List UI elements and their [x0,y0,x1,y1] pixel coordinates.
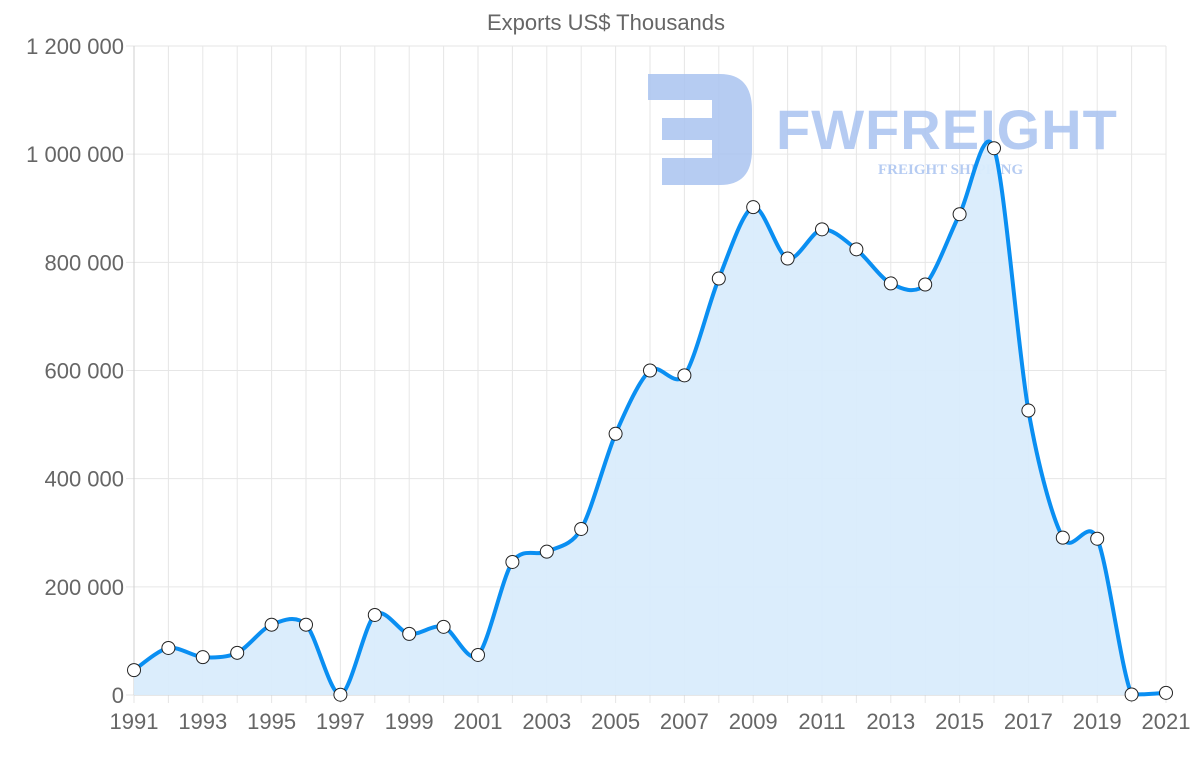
data-point [1124,687,1139,702]
data-point [1055,530,1070,545]
y-tick-label: 400 000 [44,467,124,492]
x-tick-label: 2011 [798,709,845,734]
x-tick-label: 1991 [110,709,159,734]
data-point [746,200,761,215]
y-tick-label: 800 000 [44,250,124,275]
data-point [402,626,417,641]
data-point [608,426,623,441]
y-tick-label: 1 000 000 [26,142,124,167]
data-points [127,141,1173,702]
data-point [1159,685,1173,700]
y-tick-label: 600 000 [44,359,124,384]
x-tick-label: 2017 [1004,709,1053,734]
x-tick-label: 1995 [247,709,296,734]
x-tick-label: 1993 [178,709,227,734]
data-point [333,687,348,702]
y-tick-label: 0 [112,683,124,708]
data-point [505,554,520,569]
data-point [195,650,210,665]
x-tick-label: 1997 [316,709,365,734]
y-tick-label: 1 200 000 [26,34,124,59]
data-point [677,368,692,383]
watermark-logo: FWFREIGHT FREIGHT SHIPPING [648,74,1118,185]
data-point [780,251,795,266]
data-point [1021,403,1036,418]
data-point [849,242,864,257]
chart-title: Exports US$ Thousands [487,10,725,35]
data-point [815,222,829,237]
x-tick-label: 2021 [1142,709,1191,734]
data-point [127,663,141,678]
x-tick-label: 2009 [729,709,778,734]
data-point [299,617,313,632]
data-point [539,544,554,559]
x-tick-label: 2019 [1073,709,1122,734]
data-point [643,363,657,378]
x-tick-label: 2015 [935,709,984,734]
data-point [987,141,1001,156]
x-tick-label: 2013 [866,709,915,734]
x-tick-label: 2001 [454,709,503,734]
data-point [436,619,451,634]
data-point [711,271,726,286]
data-point [1090,531,1105,546]
x-tick-label: 1999 [385,709,434,734]
data-point [161,640,176,655]
x-tick-label: 2005 [591,709,640,734]
data-point [883,276,898,291]
data-point [230,645,245,660]
area-fill [134,141,1166,695]
y-tick-label: 200 000 [44,575,124,600]
data-point [367,607,382,622]
data-point [918,277,933,292]
x-tick-label: 2003 [522,709,571,734]
data-point [952,207,967,222]
data-point [574,521,589,536]
axes: 0 200 000 400 000 600 000 800 000 1 000 000 1 … [26,34,1190,734]
x-tick-label: 2007 [660,709,709,734]
watermark-logo-icon [648,74,752,185]
data-point [471,647,485,662]
watermark-brand: FWFREIGHT [776,98,1118,161]
data-point [264,617,279,632]
